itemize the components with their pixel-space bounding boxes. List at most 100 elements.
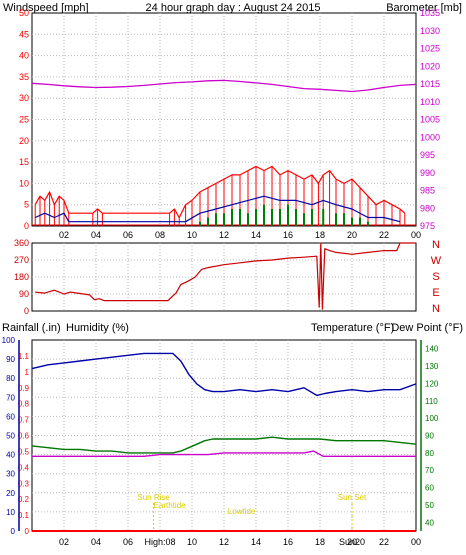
compass-label: N [432,303,440,315]
rain-y-tick-label: 0.9 [18,384,30,393]
x-tick-label-bottom: 16 [283,537,293,547]
wind-y-tick-label: 50 [19,8,29,18]
temperature-line [31,436,417,454]
x-tick-label-bottom: 14 [251,537,261,547]
x-tick-label-bottom: 22 [379,537,389,547]
x-tick-label: 08 [155,230,165,240]
temp-y-tick-label: 40 [425,518,434,527]
compass-label: N [432,239,440,251]
humidity-y-tick-label: 100 [2,336,16,345]
event-annotation: Lowtide [228,507,256,516]
rain-y-tick-label: 0.8 [18,400,30,409]
baro-y-tick-label: 1035 [420,8,440,18]
rain-y-tick-label: 0.3 [18,479,30,488]
baro-y-tick-label: 1000 [420,132,440,142]
baro-y-tick-label: 975 [420,221,435,231]
temperature-axis-label: Temperature (°F) [311,322,394,334]
temp-y-tick-label: 130 [425,362,439,371]
wind-y-tick-label: 0 [24,221,29,231]
x-tick-label-bottom: 02 [59,537,69,547]
x-event-label: High:08 [144,537,175,547]
x-tick-label-bottom: 12 [219,537,229,547]
grid-lines [32,13,416,531]
x-tick-label: 18 [315,230,325,240]
x-tick-label: 00 [411,230,421,240]
x-tick-label: 10 [187,230,197,240]
rain-y-tick-label: 1 [25,368,30,377]
humidity-y-tick-label: 0 [11,527,16,536]
wind-y-tick-label: 25 [19,115,29,125]
wind-y-tick-label: 45 [19,29,29,39]
windspeed-axis-label: Windspeed [mph] [3,2,89,14]
direction-y-tick-label: 0 [24,306,29,316]
humidity-y-tick-label: 10 [6,508,15,517]
direction-y-tick-label: 270 [14,255,29,265]
baro-y-tick-label: 1025 [420,44,440,54]
dewpoint-axis-label: Dew Point (°F) [391,322,463,334]
humidity-y-tick-label: 80 [6,374,15,383]
temp-y-tick-label: 70 [425,466,434,475]
rain-y-tick-label: 1.1 [18,352,30,361]
x-tick-label: 16 [283,230,293,240]
rainfall-axis-label: Rainfall (.in) [2,322,61,334]
chart-title: 24 hour graph day : August 24 2015 [146,2,321,14]
baro-y-tick-label: 1030 [420,26,440,36]
compass-label: S [432,271,439,283]
humidity-y-tick-label: 70 [6,393,15,402]
x-tick-label: 20 [347,230,357,240]
humidity-y-tick-label: 60 [6,412,15,421]
baro-y-tick-label: 1010 [420,97,440,107]
x-tick-label-bottom: 18 [315,537,325,547]
rain-y-tick-label: 0.6 [18,432,30,441]
baro-y-tick-label: 1015 [420,79,440,89]
humidity-line [31,352,417,397]
x-tick-label-bottom: 20 [347,537,357,547]
temp-y-tick-label: 60 [425,484,434,493]
x-tick-label: 22 [379,230,389,240]
direction-y-tick-label: 360 [14,238,29,248]
x-tick-label: 06 [123,230,133,240]
baro-y-tick-label: 1005 [420,115,440,125]
x-tick-label-bottom: 10 [187,537,197,547]
temp-y-tick-label: 120 [425,379,439,388]
barometer-axis-label: Barometer [mb] [386,2,462,14]
windspeed-line [34,165,406,219]
temp-y-tick-label: 80 [425,449,434,458]
compass-label: E [432,287,439,299]
humidity-y-tick-label: 50 [6,432,15,441]
event-annotation: Sun Set [338,493,367,502]
direction-line [35,242,416,310]
rain-y-tick-label: 0 [25,527,30,536]
direction-y-tick-label: 90 [19,289,29,299]
wind-y-tick-label: 5 [24,200,29,210]
baro-y-tick-label: 985 [420,186,435,196]
baro-y-tick-label: 980 [420,203,435,213]
wind-y-tick-label: 40 [19,51,29,61]
humidity-y-tick-label: 90 [6,355,15,364]
x-tick-label-bottom: 00 [411,537,421,547]
rain-y-tick-label: 0.5 [18,447,30,456]
x-tick-label: 02 [59,230,69,240]
temp-y-tick-label: 140 [425,345,439,354]
direction-y-tick-label: 180 [14,272,29,282]
dewpoint-line [32,450,416,457]
wind-y-tick-label: 10 [19,178,29,188]
wind-y-tick-label: 15 [19,157,29,167]
humidity-axis-label: Humidity (%) [66,322,129,334]
humidity-y-tick-label: 20 [6,489,15,498]
x-tick-label-bottom: 06 [123,537,133,547]
wind-y-tick-label: 35 [19,72,29,82]
event-annotation: Earthtide [154,501,187,510]
wind-y-tick-label: 20 [19,136,29,146]
x-tick-label: 12 [219,230,229,240]
x-tick-label-bottom: 04 [91,537,101,547]
x-tick-label: 04 [91,230,101,240]
rain-y-tick-label: 0.4 [18,463,30,472]
rain-y-tick-label: 0.1 [18,511,30,520]
x-tick-label: 14 [251,230,261,240]
barometer-line [31,79,417,93]
event-annotation: Sun Rise [137,493,170,502]
